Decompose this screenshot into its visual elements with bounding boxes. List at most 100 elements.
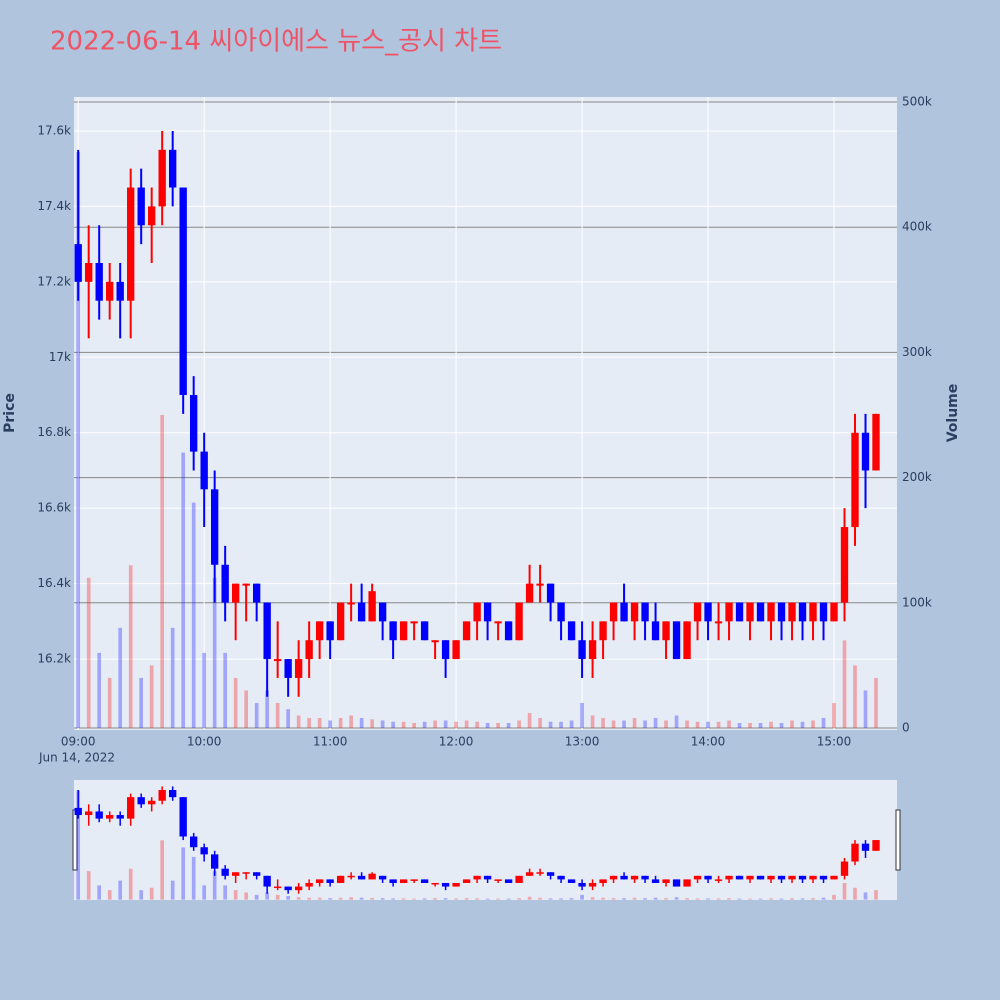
candle-body bbox=[683, 621, 691, 660]
candle-body bbox=[85, 262, 93, 282]
candle-body bbox=[830, 602, 838, 622]
slider-volume-bar bbox=[139, 890, 144, 900]
candle-body bbox=[704, 602, 712, 622]
slider-candle-body bbox=[336, 875, 345, 883]
volume-bar bbox=[643, 720, 647, 728]
y-tick-label: 16.8k bbox=[37, 425, 71, 439]
slider-volume-bar bbox=[737, 898, 742, 900]
slider-volume-bar bbox=[790, 898, 794, 900]
slider-volume-bar bbox=[286, 896, 290, 900]
volume-bar bbox=[170, 627, 175, 728]
slider-volume-bar bbox=[706, 898, 710, 900]
candle-body bbox=[473, 602, 481, 622]
volume-bar bbox=[611, 720, 616, 728]
volume-bar bbox=[821, 717, 826, 728]
candle-body bbox=[336, 602, 345, 641]
slider-volume-bar bbox=[758, 898, 763, 900]
slider-candle-body bbox=[819, 875, 828, 880]
slider-candle-body bbox=[116, 815, 124, 819]
slider-volume-bar bbox=[202, 885, 207, 900]
x-tick-label: 10:00 bbox=[187, 735, 222, 749]
volume-bar bbox=[76, 152, 81, 728]
slider-candle-body bbox=[840, 861, 849, 876]
slider-volume-bar bbox=[832, 894, 836, 900]
slider-candle-body bbox=[462, 879, 471, 883]
y-axis-title: Price bbox=[2, 393, 18, 433]
slider-volume-bar bbox=[748, 898, 752, 900]
slider-candle-body bbox=[588, 882, 597, 887]
volume-bar bbox=[527, 712, 532, 728]
slider-candle-body bbox=[872, 840, 880, 851]
volume-bar bbox=[286, 709, 290, 728]
volume-bar bbox=[475, 721, 479, 728]
slider-candle-body bbox=[683, 879, 691, 887]
candle-body bbox=[148, 206, 156, 226]
slider-candle-body bbox=[483, 875, 492, 880]
slider-candle-body bbox=[525, 872, 534, 876]
volume-bar bbox=[548, 721, 553, 728]
slider-volume-bar bbox=[695, 898, 700, 900]
slider-volume-bar bbox=[506, 898, 511, 900]
volume-bar bbox=[359, 717, 364, 728]
slider-candle-body bbox=[315, 879, 324, 883]
range-slider[interactable] bbox=[74, 780, 897, 900]
candle-body bbox=[263, 602, 271, 660]
y-tick-label: 16.2k bbox=[37, 652, 71, 666]
volume-bar bbox=[401, 721, 406, 728]
volume-bar bbox=[307, 717, 311, 728]
slider-handle-right[interactable] bbox=[895, 809, 901, 871]
candle-body bbox=[284, 659, 292, 678]
slider-volume-bar bbox=[611, 898, 616, 900]
slider-candle-body bbox=[704, 875, 712, 880]
slider-volume-bar bbox=[727, 898, 731, 900]
slider-volume-bar bbox=[874, 890, 878, 900]
slider-candle-body bbox=[567, 879, 576, 883]
volume-bar bbox=[506, 722, 511, 728]
volume-bar bbox=[149, 665, 154, 728]
x-tick-label: 13:00 bbox=[565, 735, 600, 749]
candle-body bbox=[378, 602, 387, 622]
slider-volume-bar bbox=[149, 887, 154, 900]
volume-bar bbox=[716, 721, 721, 728]
slider-candle-body bbox=[830, 875, 838, 880]
candle-body bbox=[462, 621, 471, 641]
slider-candle-body bbox=[515, 875, 523, 883]
candle-body bbox=[819, 602, 828, 622]
volume-bar bbox=[580, 702, 584, 728]
slider-volume-bar bbox=[538, 897, 542, 900]
volume-bar bbox=[86, 577, 91, 728]
slider-candle-body bbox=[546, 872, 555, 876]
candle-body bbox=[515, 602, 523, 641]
candle-body bbox=[746, 602, 754, 622]
candle-body bbox=[630, 602, 639, 622]
slider-candle-body bbox=[536, 872, 544, 874]
volume-bar bbox=[254, 702, 259, 728]
volume-bar bbox=[632, 717, 637, 728]
slider-candle-body bbox=[368, 873, 376, 880]
slider-volume-bar bbox=[86, 871, 91, 900]
candle-body bbox=[662, 621, 670, 641]
volume-bar bbox=[317, 717, 322, 728]
slider-candle-body bbox=[851, 843, 859, 862]
slider-volume-bar bbox=[475, 898, 479, 900]
y2-tick-label: 200k bbox=[902, 470, 932, 484]
candle-body bbox=[231, 583, 240, 603]
slider-candle-body bbox=[756, 875, 765, 880]
slider-candle-body bbox=[137, 797, 145, 805]
volume-bar bbox=[842, 640, 847, 728]
volume-bar bbox=[380, 720, 385, 728]
candle-body bbox=[725, 602, 733, 622]
volume-bar bbox=[370, 719, 374, 728]
slider-candle-body bbox=[273, 886, 282, 889]
candle-body bbox=[273, 659, 282, 662]
slider-candle-body bbox=[431, 882, 439, 885]
volume-bar bbox=[443, 720, 448, 728]
slider-volume-bar bbox=[863, 892, 868, 900]
candle-body bbox=[420, 621, 429, 641]
slider-volume-bar bbox=[769, 898, 773, 900]
volume-bar bbox=[569, 720, 574, 728]
candle-body bbox=[252, 583, 261, 603]
candle-body bbox=[210, 489, 219, 565]
candle-body bbox=[620, 602, 628, 622]
slider-volume-bar bbox=[107, 890, 112, 900]
